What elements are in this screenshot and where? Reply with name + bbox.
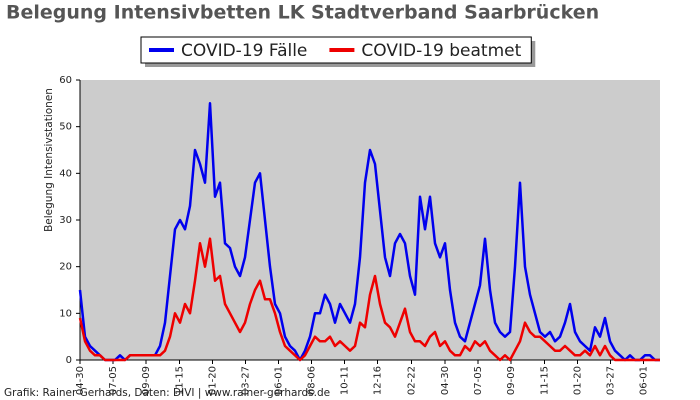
x-tick-label: 03-27 (241, 366, 252, 395)
x-tick-label: 07-05 (108, 366, 119, 395)
x-tick-label: 02-22 (407, 366, 418, 395)
legend: COVID-19 Fälle COVID-19 beatmet (140, 36, 536, 67)
x-tick-label: 09-09 (506, 366, 517, 395)
footer: Grafik: Rainer Gerhards, Daten: DIVI | w… (4, 387, 330, 399)
y-tick-label: 10 (59, 308, 72, 319)
x-tick-label: 04-30 (75, 366, 86, 395)
x-tick-label: 08-06 (307, 366, 318, 395)
series-line (78, 102, 660, 362)
y-tick-label: 60 (59, 75, 72, 86)
y-tick-label: 50 (59, 122, 72, 133)
x-tick-label: 12-16 (373, 366, 384, 395)
x-tick-label: 06-01 (274, 366, 285, 395)
series-line (78, 237, 660, 362)
x-tick-label: 03-27 (606, 366, 617, 395)
y-tick-label: 20 (59, 262, 72, 273)
x-tick-label: 07-05 (473, 366, 484, 395)
x-tick-label: 10-11 (340, 366, 351, 395)
x-tick-label: 11-15 (175, 366, 186, 395)
legend-label: COVID-19 beatmet (361, 41, 521, 61)
chart-title: Belegung Intensivbetten LK Stadtverband … (6, 2, 599, 24)
x-tick-label: 06-01 (639, 366, 650, 395)
y-axis-label: Belegung Intensivstationen (43, 88, 55, 232)
plot-area (80, 80, 660, 360)
x-tick-label: 11-15 (540, 366, 551, 395)
legend-label: COVID-19 Fälle (181, 41, 307, 61)
x-tick-label: 04-30 (440, 366, 451, 395)
x-tick-label: 01-20 (573, 366, 584, 395)
x-tick-label: 09-09 (141, 366, 152, 395)
y-tick-label: 40 (59, 168, 72, 179)
x-tick-label: 01-20 (208, 366, 219, 395)
y-tick-label: 30 (59, 215, 72, 226)
y-tick-label: 0 (66, 355, 72, 366)
